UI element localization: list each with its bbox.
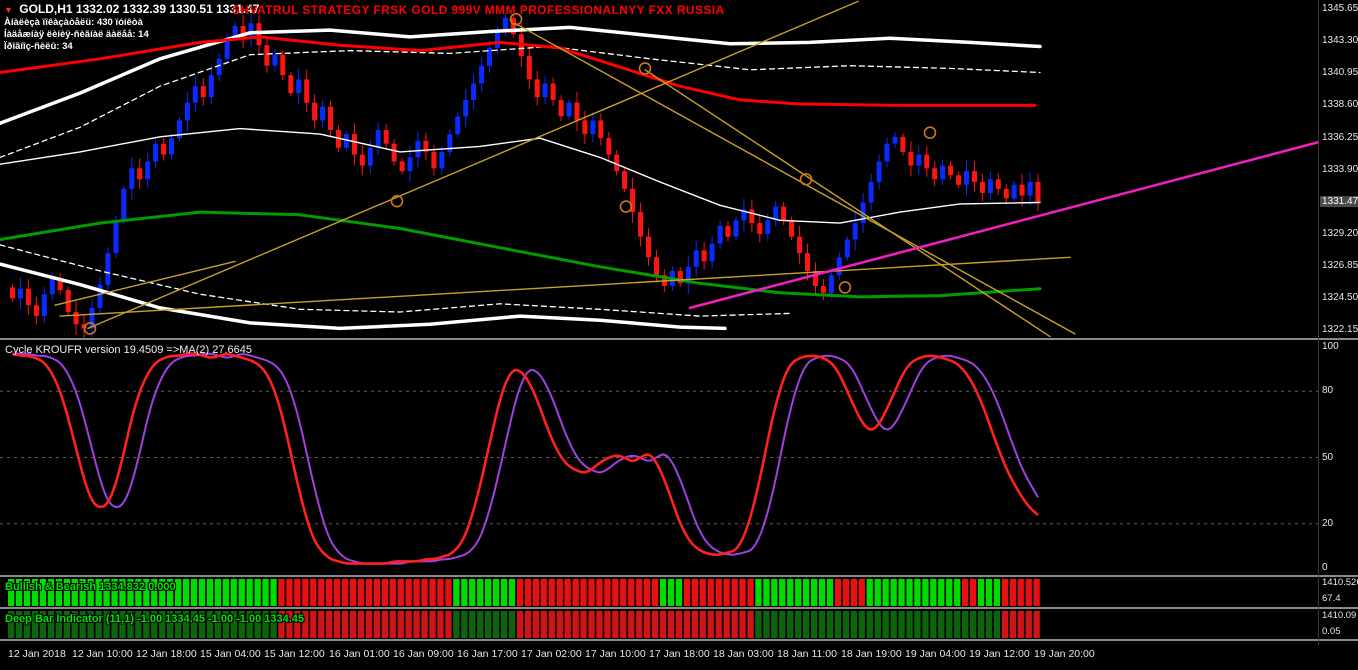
bullish-bearish-panel[interactable]: [0, 578, 1318, 607]
time-label: 15 Jan 04:00: [200, 648, 261, 660]
time-label: 12 Jan 2018: [8, 648, 66, 660]
time-label: 15 Jan 12:00: [264, 648, 325, 660]
oscillator-panel[interactable]: [0, 341, 1318, 575]
oscillator-tick: 0: [1322, 562, 1328, 573]
panel-divider-1[interactable]: [0, 338, 1358, 340]
main-price-chart[interactable]: [0, 0, 1318, 338]
price-tick: 1326.85: [1322, 260, 1358, 271]
panel-divider-3[interactable]: [0, 607, 1358, 609]
time-label: 19 Jan 12:00: [969, 648, 1030, 660]
price-tick: 1340.95: [1322, 67, 1358, 78]
deep-bar-scale-min: 0.05: [1322, 626, 1341, 637]
time-label: 12 Jan 10:00: [72, 648, 133, 660]
bullish-bearish-scale-max: 1410.526: [1322, 577, 1358, 588]
price-tick: 1336.25: [1322, 132, 1358, 143]
price-tick: 1338.60: [1322, 99, 1358, 110]
price-tick: 1324.50: [1322, 292, 1358, 303]
oscillator-tick: 100: [1322, 341, 1339, 352]
panel-divider-2[interactable]: [0, 575, 1358, 577]
time-label: 19 Jan 04:00: [905, 648, 966, 660]
current-price-tag: 1331.47: [1320, 196, 1358, 207]
deep-bar-title: Deep Bar Indicator (11,1) -1.00 1334.45 …: [5, 613, 305, 625]
price-tick: 1333.90: [1322, 164, 1358, 175]
price-tick: 1322.15: [1322, 324, 1358, 335]
time-label: 18 Jan 03:00: [713, 648, 774, 660]
oscillator-tick: 20: [1322, 518, 1334, 529]
price-tick: 1345.65: [1322, 3, 1358, 14]
time-axis[interactable]: 12 Jan 2018 12 Jan 10:00 12 Jan 18:00 15 Ja…: [0, 646, 1318, 670]
time-label: 18 Jan 19:00: [841, 648, 902, 660]
indicator-info-line-2: Íàäåæíàÿ ëèíèÿ-ñèãíàë äàëåå: 14: [4, 29, 149, 40]
panel-divider-4[interactable]: [0, 639, 1358, 641]
time-label: 16 Jan 17:00: [457, 648, 518, 660]
time-label: 16 Jan 01:00: [329, 648, 390, 660]
indicator-info-line-1: Àíàëèçà ïîêàçàòåëü: 430 ïóíêòà: [4, 17, 143, 28]
price-tick: 1329.20: [1322, 228, 1358, 239]
oscillator-title: Cycle KROUFR version 19.4509 =>MA(2) 27.…: [5, 344, 253, 356]
indicator-info-line-3: Ïðîãíîç-ñèëû: 34: [4, 41, 73, 52]
price-axis[interactable]: 1331.47 1410.526 67.4 1410.09 0.05 1345.…: [1319, 0, 1358, 670]
time-label: 17 Jan 02:00: [521, 648, 582, 660]
time-label: 16 Jan 09:00: [393, 648, 454, 660]
bullish-bearish-title: Bullish & Bearish 1334.832 0.000: [5, 581, 176, 593]
time-label: 19 Jan 20:00: [1034, 648, 1095, 660]
deep-bar-panel[interactable]: [0, 610, 1318, 639]
time-label: 18 Jan 11:00: [777, 648, 837, 660]
bullish-bearish-scale-min: 67.4: [1322, 593, 1341, 604]
oscillator-tick: 50: [1322, 452, 1334, 463]
time-label: 17 Jan 18:00: [649, 648, 710, 660]
deep-bar-scale-max: 1410.09: [1322, 610, 1357, 621]
time-label: 17 Jan 10:00: [585, 648, 646, 660]
price-tick: 1343.30: [1322, 35, 1358, 46]
oscillator-tick: 80: [1322, 385, 1334, 396]
chart-ohlc-info: ▼ GOLD,H1 1332.02 1332.39 1330.51 1331.4…: [4, 2, 259, 16]
time-label: 12 Jan 18:00: [136, 648, 197, 660]
axis-separator: [1318, 0, 1319, 645]
symbol-ohlc-text: GOLD,H1 1332.02 1332.39 1330.51 1331.47: [19, 2, 260, 16]
symbol-marker-icon: ▼: [4, 5, 13, 15]
strategy-banner: SHVATRUL STRATEGY FRSK GOLD 999V MMM PRO…: [232, 3, 725, 17]
